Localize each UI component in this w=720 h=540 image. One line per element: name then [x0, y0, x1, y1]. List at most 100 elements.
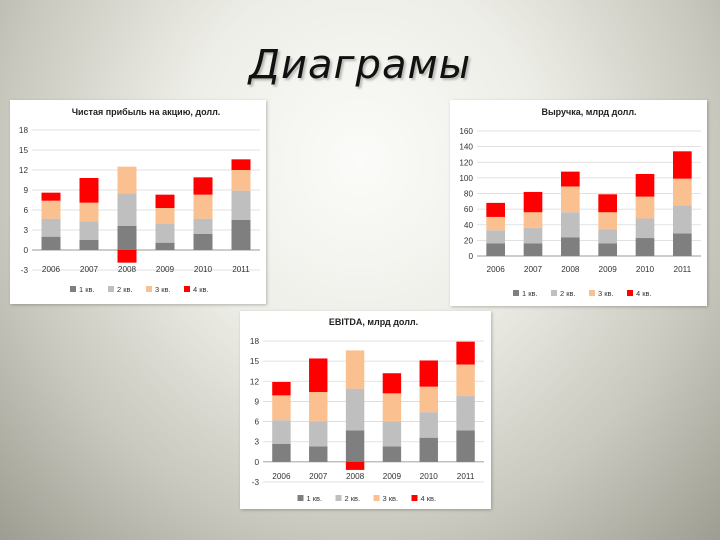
bar-segment-q3 [561, 186, 580, 213]
chart-title: Чистая прибыль на акцию, долл. [72, 107, 221, 117]
x-tick-label: 2009 [599, 265, 618, 274]
y-tick-label: 6 [254, 418, 259, 427]
bar-segment-q1 [155, 242, 175, 250]
bar-segment-q4 [486, 202, 505, 217]
bar-segment-q2 [155, 224, 175, 243]
y-tick-label: 120 [459, 158, 473, 167]
bar-segment-q3 [155, 208, 175, 224]
y-tick-label: 9 [23, 186, 28, 195]
y-tick-label: 12 [19, 166, 29, 175]
x-tick-label: 2006 [487, 265, 506, 274]
bar-segment-q3 [272, 395, 291, 421]
bar-segment-q4 [41, 192, 61, 201]
bar-segment-q3 [486, 216, 505, 231]
bar-segment-q3 [117, 166, 137, 194]
bar-segment-q4 [419, 360, 438, 387]
ebitda-chart: EBITDA, млрд долл. -3 0 3 6 9 12 15 18 2006 2007 20… [240, 311, 491, 509]
legend-label: 4 кв. [193, 285, 209, 294]
x-tick-label: 2011 [232, 265, 250, 274]
y-tick-label: -3 [252, 478, 260, 487]
eps-chart: Чистая прибыль на акцию, долл. -3 0 3 6 9 12 15… [10, 100, 266, 304]
y-tick-label: 12 [250, 377, 260, 386]
bar-segment-q3 [673, 178, 692, 206]
bar-segment-q4 [598, 194, 617, 213]
x-tick-label: 2008 [561, 265, 580, 274]
legend-swatch [297, 495, 304, 501]
bar-segment-q2 [345, 388, 365, 431]
bar-segment-q2 [231, 190, 251, 220]
bar-segment-q2 [41, 218, 61, 237]
bar-segment-q4 [345, 461, 365, 470]
y-tick-label: 0 [468, 252, 473, 261]
bar-segment-q2 [673, 205, 692, 234]
legend-swatch [335, 495, 342, 501]
legend-label: 1 кв. [522, 289, 538, 298]
bar-segment-q2 [272, 420, 291, 444]
x-tick-label: 2010 [636, 265, 655, 274]
y-tick-label: 18 [250, 337, 260, 346]
bar-segment-q1 [419, 437, 438, 462]
bar-segment-q2 [456, 396, 475, 431]
bar-segment-q1 [598, 243, 617, 256]
legend-label: 1 кв. [79, 285, 95, 294]
y-tick-label: 6 [23, 206, 28, 215]
legend-label: 2 кв. [345, 494, 361, 503]
bar-segment-q4 [272, 381, 291, 396]
bar-segment-q4 [635, 173, 655, 197]
bar-segment-q2 [523, 227, 543, 244]
y-tick-label: 3 [23, 226, 28, 235]
y-tick-label: 0 [23, 246, 28, 255]
y-tick-label: 15 [250, 357, 260, 366]
bar-segment-q1 [382, 446, 402, 462]
bar-segment-q2 [117, 193, 137, 226]
bar-segment-q2 [79, 221, 99, 240]
slide-title: Диаграмы [248, 42, 472, 88]
bar-segment-q1 [523, 243, 543, 256]
bar-segment-q4 [79, 178, 99, 203]
x-tick-label: 2008 [346, 472, 365, 481]
legend-swatch [513, 290, 519, 296]
bar-segment-q1 [193, 234, 213, 250]
x-tick-label: 2007 [80, 265, 99, 274]
bar-segment-q4 [309, 358, 328, 393]
y-tick-label: -3 [21, 266, 29, 275]
x-tick-label: 2009 [383, 472, 402, 481]
legend-swatch [184, 286, 190, 292]
bar-segment-q4 [673, 151, 692, 179]
bar-segment-q4 [155, 194, 175, 208]
bar-segment-q1 [272, 443, 291, 462]
x-tick-label: 2011 [674, 265, 692, 274]
bar-segment-q1 [41, 236, 61, 250]
x-tick-label: 2007 [524, 265, 543, 274]
bar-segment-q3 [598, 212, 617, 230]
bar-segment-q4 [456, 341, 475, 365]
bar-segment-q4 [193, 177, 213, 195]
x-tick-label: 2006 [42, 265, 61, 274]
x-tick-label: 2010 [194, 265, 213, 274]
bar-segment-q3 [41, 200, 61, 219]
bar-segment-q3 [419, 386, 438, 413]
revenue-chart: Выручка, млрд долл. 0 20 40 60 80 100 120 140 160… [450, 100, 707, 306]
y-tick-label: 140 [459, 143, 473, 152]
bar-segment-q3 [635, 196, 655, 219]
chart-title: Выручка, млрд долл. [541, 107, 636, 117]
y-tick-label: 18 [19, 126, 29, 135]
bar-segment-q4 [382, 373, 402, 394]
legend-label: 3 кв. [155, 285, 171, 294]
x-tick-label: 2011 [457, 472, 475, 481]
bar-segment-q1 [561, 237, 580, 256]
bar-segment-q1 [79, 240, 99, 250]
y-tick-label: 20 [464, 236, 474, 245]
y-tick-label: 40 [464, 221, 474, 230]
x-tick-label: 2008 [118, 265, 137, 274]
y-tick-label: 9 [254, 397, 259, 406]
bar-segment-q4 [561, 171, 580, 187]
legend-swatch [627, 290, 633, 296]
legend-label: 2 кв. [560, 289, 576, 298]
bar-segment-q1 [345, 430, 365, 462]
y-tick-label: 160 [459, 127, 473, 136]
legend-label: 4 кв. [421, 494, 437, 503]
legend-label: 3 кв. [383, 494, 399, 503]
bar-segment-q2 [309, 421, 328, 447]
legend-swatch [589, 290, 595, 296]
